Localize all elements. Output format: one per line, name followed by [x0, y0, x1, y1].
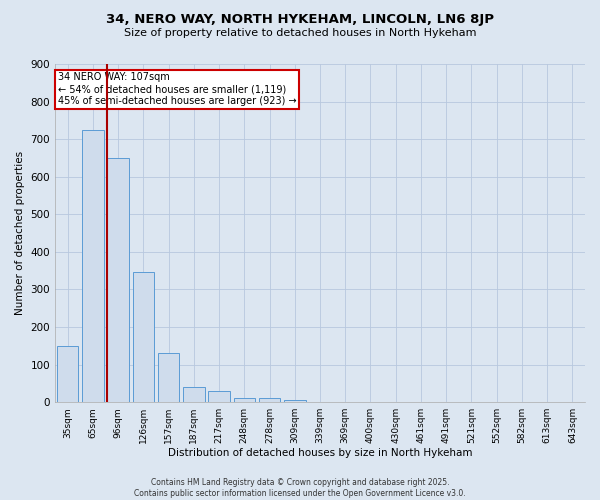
Bar: [107, 158, 129, 402]
Bar: [183, 387, 205, 402]
Y-axis label: Number of detached properties: Number of detached properties: [15, 151, 25, 315]
Text: Contains HM Land Registry data © Crown copyright and database right 2025.
Contai: Contains HM Land Registry data © Crown c…: [134, 478, 466, 498]
Text: 34 NERO WAY: 107sqm
← 54% of detached houses are smaller (1,119)
45% of semi-det: 34 NERO WAY: 107sqm ← 54% of detached ho…: [58, 72, 296, 106]
Text: 34, NERO WAY, NORTH HYKEHAM, LINCOLN, LN6 8JP: 34, NERO WAY, NORTH HYKEHAM, LINCOLN, LN…: [106, 12, 494, 26]
Bar: [208, 391, 230, 402]
Bar: [158, 354, 179, 402]
Bar: [259, 398, 280, 402]
X-axis label: Distribution of detached houses by size in North Hykeham: Distribution of detached houses by size …: [168, 448, 472, 458]
Bar: [133, 272, 154, 402]
Text: Size of property relative to detached houses in North Hykeham: Size of property relative to detached ho…: [124, 28, 476, 38]
Bar: [233, 398, 255, 402]
Bar: [82, 130, 104, 402]
Bar: [57, 346, 79, 402]
Bar: [284, 400, 305, 402]
